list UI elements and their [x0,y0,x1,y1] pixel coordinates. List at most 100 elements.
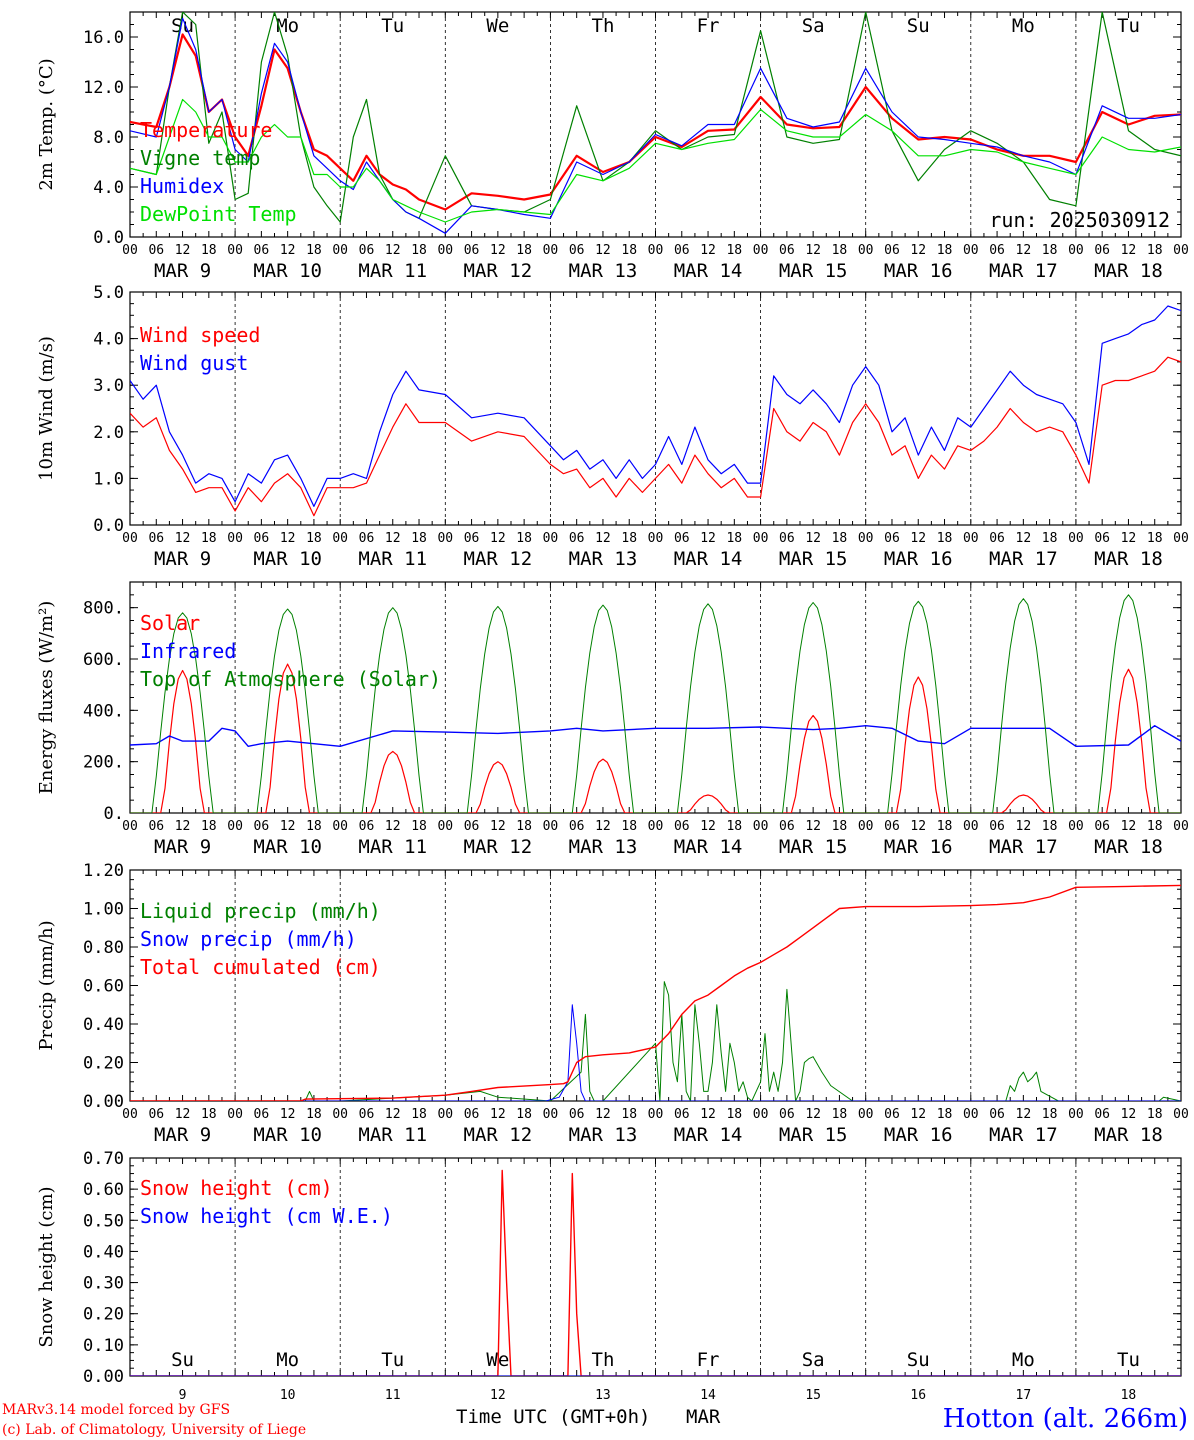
hour-label: 18 [1147,819,1163,834]
hour-label: 06 [148,819,164,834]
series-group [130,594,1181,813]
weekday-label: Tu [1117,1349,1140,1371]
date-label: MAR 9 [154,260,211,282]
hour-label: 12 [910,819,926,834]
hour-label: 00 [1068,1107,1084,1122]
date-label: MAR 17 [989,260,1058,282]
hour-label: 00 [648,243,664,258]
panel-precip: 0.00 0.20 0.40 0.60 0.80 1.00 1.20 Precip (mm/h… [36,861,1189,1146]
hour-label: 00 [648,531,664,546]
legend-entry: Total cumulated (cm) [140,955,381,979]
hour-label: 06 [464,531,480,546]
date-label: MAR 18 [1094,836,1163,858]
hour-label: 18 [1042,819,1058,834]
hour-label: 06 [148,243,164,258]
day-number: 9 [179,1388,187,1403]
hour-label: 12 [175,243,191,258]
series-group [130,12,1181,234]
legend-entry: Temperature [140,118,272,142]
hour-label: 06 [359,1107,375,1122]
hour-label: 18 [726,1107,742,1122]
date-label: MAR 16 [884,548,953,570]
y-tick-label: 1.00 [83,900,124,920]
hour-label: 00 [227,1107,243,1122]
series-dewpoint-temp [130,98,1181,223]
weekday-label: Th [592,15,615,37]
date-label: MAR 15 [779,1124,848,1146]
hour-label: 06 [674,243,690,258]
hour-label: 12 [175,531,191,546]
weekday-label: Tu [381,1349,404,1371]
series-humidex [130,17,1181,234]
y-tick-label: 0.40 [83,1015,124,1035]
date-label: MAR 11 [358,1124,427,1146]
hour-label: 00 [122,1107,138,1122]
hour-label: 06 [779,531,795,546]
weekday-label: Fr [697,15,720,37]
hour-label: 06 [569,531,585,546]
series-group [130,884,1181,1101]
hour-label: 12 [910,531,926,546]
hour-label: 18 [1042,531,1058,546]
station-title: Hotton (alt. 266m) [943,1404,1188,1434]
legend-entry: Liquid precip (mm/h) [140,899,381,923]
hour-label: 18 [726,243,742,258]
hour-label: 00 [437,531,453,546]
hour-label: 06 [254,243,270,258]
date-label: MAR 17 [989,1124,1058,1146]
hour-label: 18 [1042,1107,1058,1122]
hour-label: 12 [1016,1107,1032,1122]
hour-label: 00 [1173,1107,1189,1122]
day-number: 13 [595,1388,611,1403]
y-tick-label: 1.20 [83,861,124,881]
y-tick-label: 0.10 [83,1336,124,1356]
hour-label: 18 [937,531,953,546]
hour-label: 06 [148,1107,164,1122]
hour-label: 06 [1094,1107,1110,1122]
y-tick-label: 2.0 [93,423,124,443]
hour-label: 18 [832,1107,848,1122]
weekday-label: Mo [1012,1349,1035,1371]
hour-label: 18 [201,1107,217,1122]
hour-label: 06 [989,819,1005,834]
hour-label: 06 [254,1107,270,1122]
hour-label: 00 [122,819,138,834]
hour-label: 12 [385,819,401,834]
y-tick-label: 600. [83,650,124,670]
hour-label: 12 [700,819,716,834]
hour-label: 00 [227,243,243,258]
hour-label: 00 [543,531,559,546]
hour-label: 18 [411,819,427,834]
y-tick-label: 4.0 [93,330,124,350]
y-axis-label: 10m Wind (m/s) [36,336,57,481]
series-liquid-precip-mm-h- [130,981,1181,1101]
series-group [130,305,1181,517]
series-wind-speed [130,356,1181,517]
hour-label: 12 [910,243,926,258]
x-axis-title: Time UTC (GMT+0h) [456,1406,650,1428]
hour-label: 12 [280,243,296,258]
hour-label: 12 [700,243,716,258]
day-number: 14 [700,1388,716,1403]
hour-label: 12 [1121,531,1137,546]
hour-label: 18 [306,531,322,546]
y-tick-label: 0. [104,804,124,824]
date-label: MAR 12 [464,548,533,570]
hour-label: 06 [359,531,375,546]
date-label: MAR 15 [779,260,848,282]
weekday-label: Sa [802,1349,825,1371]
date-label: MAR 18 [1094,260,1163,282]
y-tick-label: 0.60 [83,1180,124,1200]
y-tick-label: 0.80 [83,938,124,958]
legend-entry: Snow height (cm W.E.) [140,1204,393,1228]
y-tick-label: 800. [83,599,124,619]
date-label: MAR 10 [253,260,322,282]
panel-flux: 0. 200. 400. 600. 800. Energy fluxes (W/m²) 00… [36,581,1189,858]
hour-label: 12 [280,819,296,834]
date-label: MAR 13 [569,548,638,570]
hour-label: 12 [280,531,296,546]
hour-label: 12 [490,819,506,834]
hour-label: 00 [753,1107,769,1122]
hour-label: 18 [201,243,217,258]
hour-label: 18 [1147,1107,1163,1122]
